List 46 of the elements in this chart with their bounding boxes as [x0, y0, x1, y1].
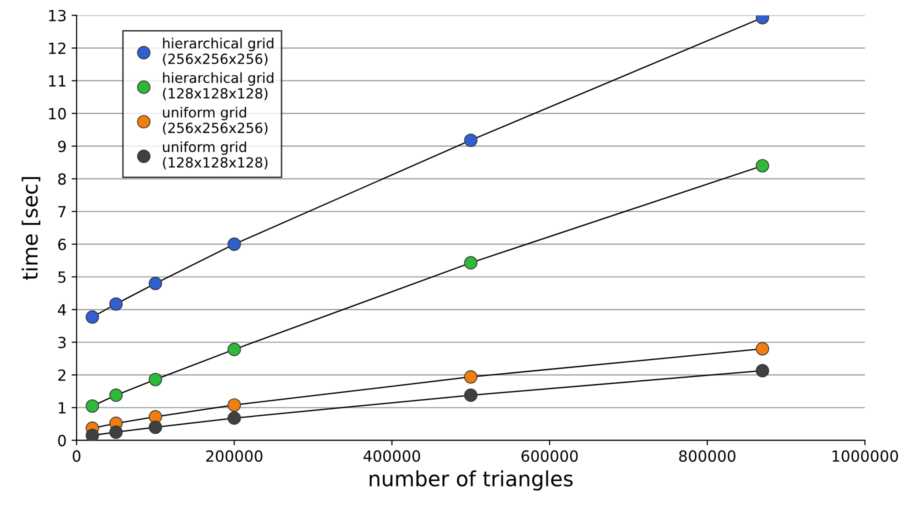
point: [464, 256, 478, 270]
legend-label: uniform grid (128x128x128): [163, 141, 268, 170]
point: [228, 238, 241, 251]
point: [464, 134, 478, 147]
y-axis-title: time [sec]: [22, 177, 40, 280]
point: [228, 342, 241, 356]
x-tick-label: 400000: [364, 450, 420, 462]
y-tick-label: 13: [49, 10, 66, 22]
point: [109, 297, 123, 311]
y-tick-label: 4: [58, 304, 66, 316]
point: [109, 388, 123, 402]
point: [148, 276, 162, 290]
point: [756, 364, 770, 378]
y-tick-label: 0: [58, 434, 66, 446]
point: [86, 399, 100, 413]
y-tick-label: 1: [58, 402, 66, 414]
point: [228, 398, 241, 412]
x-tick-label: 600000: [522, 450, 578, 462]
legend-label: uniform grid (256x256x256): [163, 106, 268, 135]
y-tick-label: 2: [58, 369, 66, 381]
y-tick-label: 7: [58, 206, 66, 218]
point: [756, 342, 770, 356]
y-tick-label: 11: [49, 75, 66, 87]
x-tick-label: 1000000: [832, 450, 898, 462]
x-axis-title: number of triangles: [370, 470, 573, 491]
x-tick-label: 0: [72, 450, 80, 462]
point: [228, 411, 241, 425]
point: [464, 388, 478, 402]
y-tick-label: 3: [58, 336, 66, 348]
y-tick-label: 12: [49, 42, 66, 54]
legend-label: hierarchical grid (128x128x128): [163, 72, 274, 100]
point: [148, 372, 162, 386]
point: [86, 428, 100, 440]
point: [148, 420, 162, 434]
y-tick-label: 6: [58, 238, 66, 250]
point: [464, 370, 478, 384]
y-tick-label: 9: [58, 140, 66, 152]
point: [86, 310, 100, 324]
y-tick-label: 10: [49, 108, 66, 120]
legend-label: hierarchical grid (256x256x256): [163, 38, 274, 66]
x-tick-label: 200000: [206, 450, 262, 462]
y-tick-label: 8: [58, 173, 66, 185]
point: [109, 425, 123, 439]
x-tick-label: 800000: [679, 450, 736, 462]
y-tick-label: 5: [58, 272, 66, 283]
point: [756, 159, 770, 172]
